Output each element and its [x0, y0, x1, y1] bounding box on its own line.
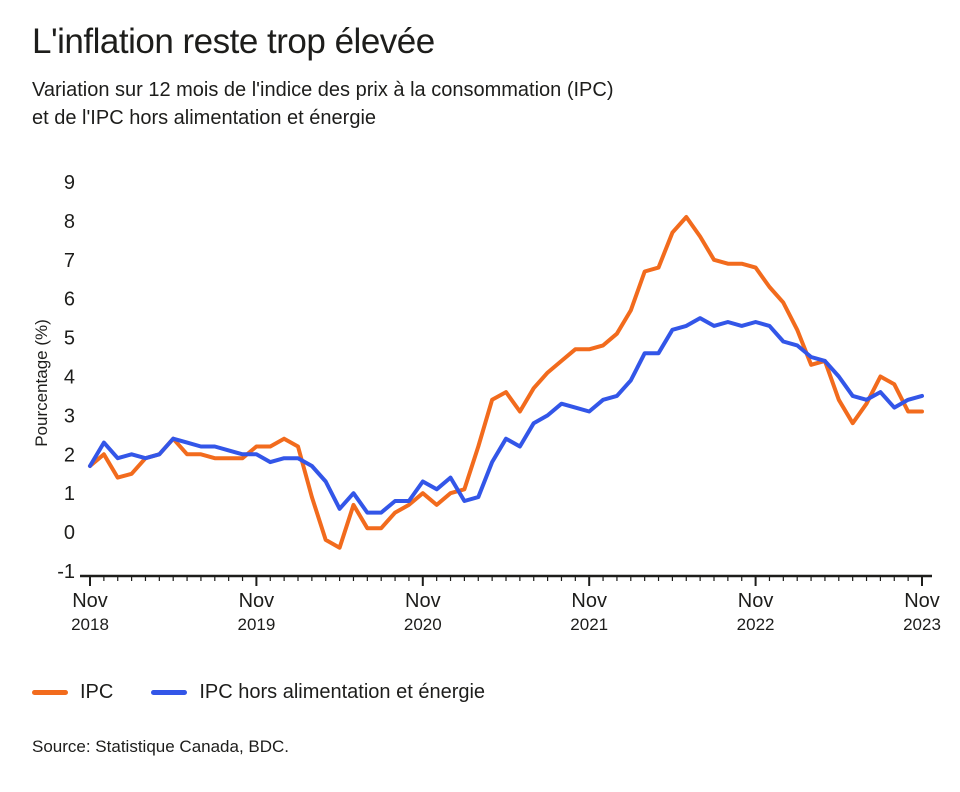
y-tick-label: 8 [64, 211, 75, 233]
series-line-ipc [88, 215, 924, 550]
x-tick-label-year: 2022 [737, 615, 775, 634]
y-tick-label: 9 [64, 172, 75, 194]
legend-swatch-core [151, 690, 188, 695]
x-tick-label-year: 2021 [570, 615, 608, 634]
legend: IPC IPC hors alimentation et énergie [32, 681, 523, 704]
legend-label-ipc: IPC [80, 681, 114, 703]
chart-title: L'inflation reste trop élevée [32, 22, 435, 61]
y-tick-label: 0 [64, 522, 75, 544]
x-tick-label-month: Nov [239, 590, 275, 612]
x-tick-label-month: Nov [571, 590, 607, 612]
x-tick-label-month: Nov [738, 590, 774, 612]
x-tick-label-month: Nov [72, 590, 108, 612]
y-tick-label: 2 [64, 444, 75, 466]
subtitle-line-1: Variation sur 12 mois de l'indice des pr… [32, 79, 614, 101]
series-lines [88, 215, 924, 550]
legend-label-core: IPC hors alimentation et énergie [199, 681, 486, 703]
x-tick-label-year: 2018 [71, 615, 109, 634]
y-tick-label: 4 [64, 367, 75, 389]
y-tick-label: 3 [64, 405, 75, 427]
points-ipc [89, 216, 923, 548]
x-tick-label-year: 2023 [903, 615, 941, 634]
x-axis: Nov 2018 Nov 2019 Nov 2020 Nov 2021 Nov 2022 Nov 20… [71, 574, 941, 634]
chart-subtitle: Variation sur 12 mois de l'indice des pr… [32, 76, 832, 132]
x-tick-label-year: 2020 [404, 615, 442, 634]
x-tick-label-month: Nov [904, 590, 940, 612]
points-core [89, 318, 923, 513]
x-tick-label-year: 2019 [237, 615, 275, 634]
y-tick-label: 5 [64, 328, 75, 350]
x-tick-label-month: Nov [405, 590, 441, 612]
y-tick-label: 7 [64, 250, 75, 272]
y-tick-label: -1 [57, 561, 75, 583]
y-tick-label: 1 [64, 483, 75, 505]
legend-item-ipc: IPC [32, 681, 113, 704]
legend-swatch-ipc [32, 690, 68, 695]
y-axis-label-group: Pourcentage (%) [32, 319, 51, 447]
source-note: Source: Statistique Canada, BDC. [32, 737, 290, 756]
y-axis-ticks: -1 0 1 2 3 4 5 6 7 8 9 [57, 172, 75, 583]
subtitle-line-2: et de l'IPC hors alimentation et énergie [32, 107, 377, 129]
series-line-core [88, 316, 924, 515]
y-axis-label: Pourcentage (%) [32, 319, 51, 447]
y-tick-label: 6 [64, 289, 75, 311]
legend-item-core: IPC hors alimentation et énergie [151, 681, 485, 704]
